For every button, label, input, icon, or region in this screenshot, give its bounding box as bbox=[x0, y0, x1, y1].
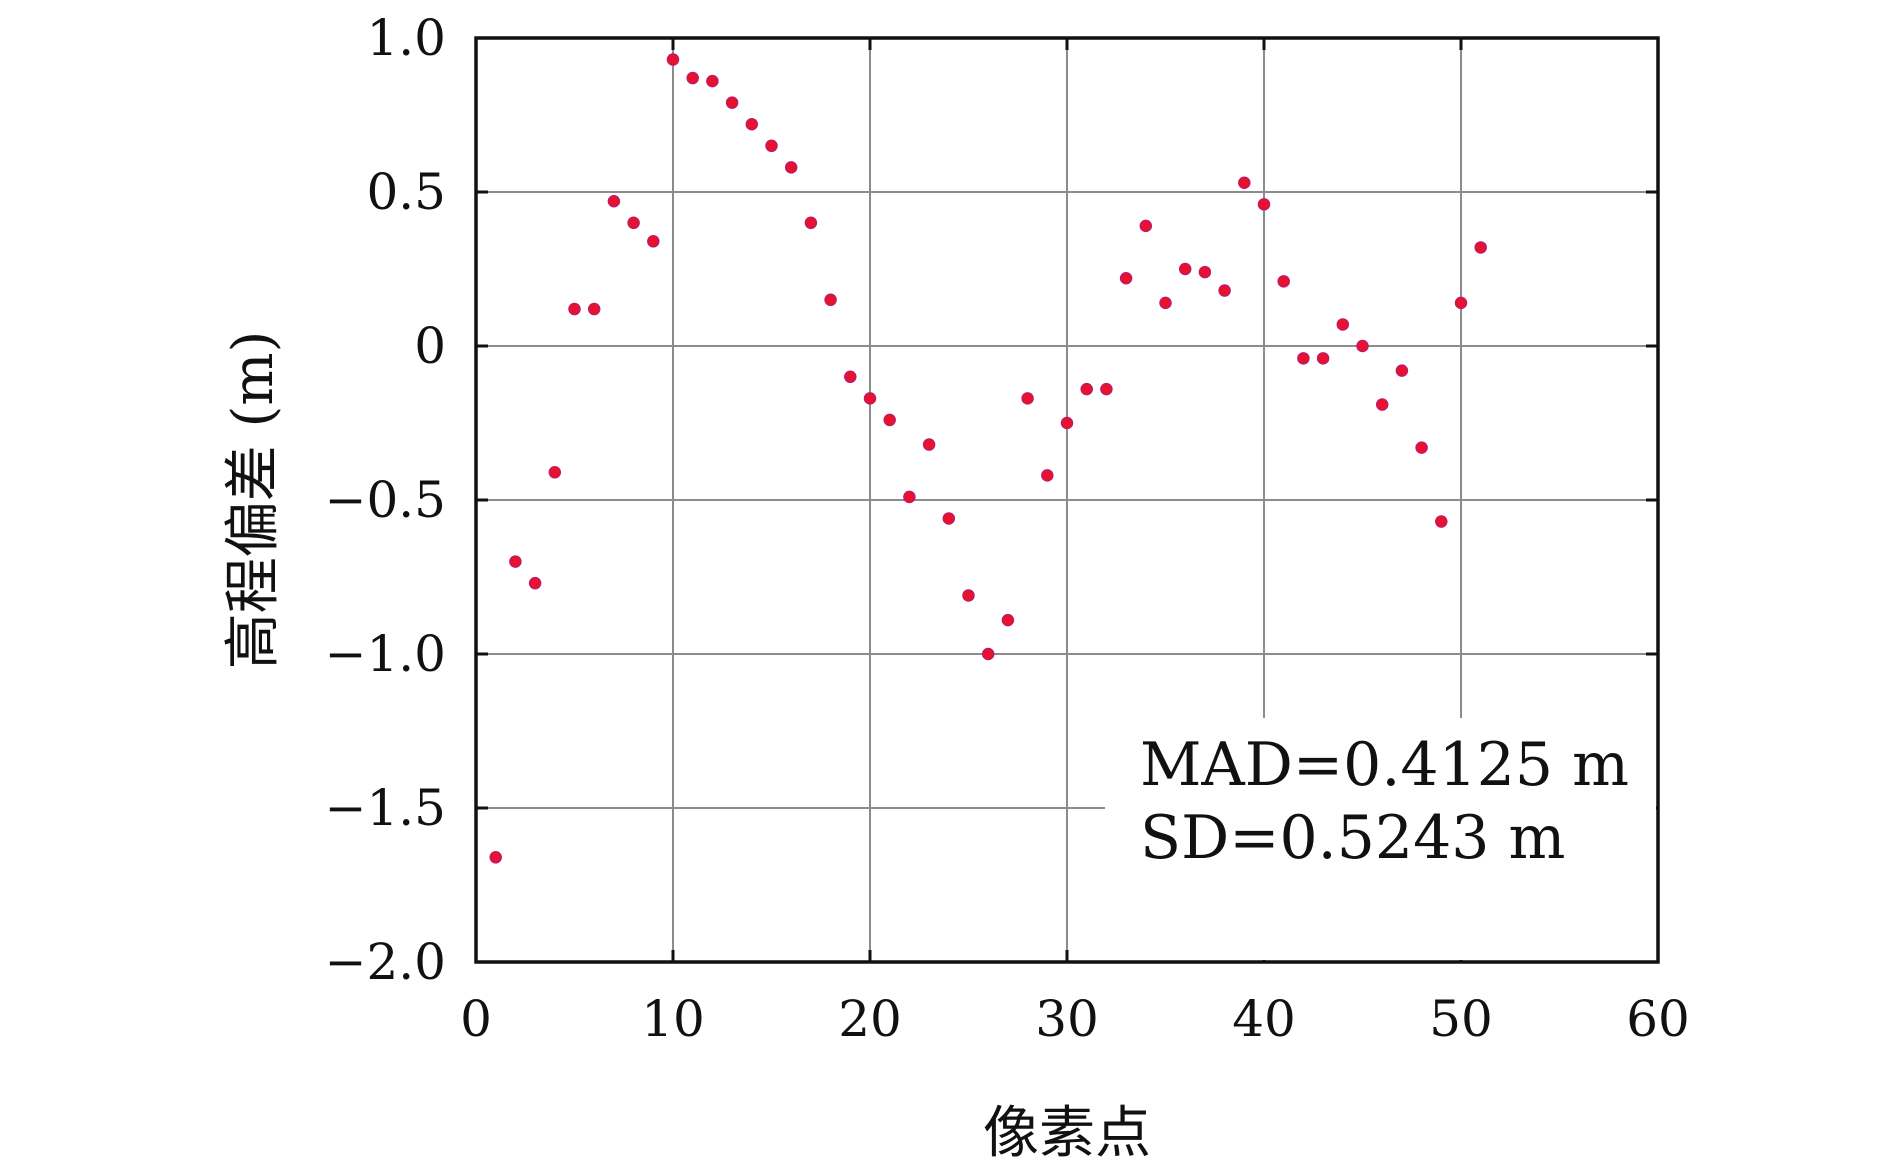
y-tick-label: −1.5 bbox=[325, 779, 446, 837]
y-tick-label: −2.0 bbox=[325, 933, 446, 991]
data-point bbox=[568, 302, 581, 316]
data-point bbox=[824, 293, 837, 307]
data-point bbox=[1395, 364, 1409, 377]
data-point bbox=[745, 117, 759, 131]
data-point bbox=[1435, 515, 1448, 528]
sd-annotation: SD=0.5243 m bbox=[1140, 803, 1565, 873]
data-point bbox=[1474, 241, 1487, 254]
x-tick-label: 40 bbox=[1232, 990, 1296, 1048]
data-point bbox=[922, 438, 936, 451]
y-tick-label: 0 bbox=[414, 317, 446, 375]
mad-annotation: MAD=0.4125 m bbox=[1140, 730, 1629, 800]
data-point bbox=[1178, 262, 1192, 276]
data-point bbox=[1159, 296, 1172, 310]
x-tick-label: 20 bbox=[838, 990, 902, 1048]
data-point bbox=[1375, 398, 1389, 411]
data-point bbox=[1119, 271, 1133, 285]
y-tick-label: 1.0 bbox=[366, 9, 446, 67]
data-points bbox=[489, 53, 1487, 864]
data-point bbox=[784, 161, 798, 174]
x-tick-labels: 0 10 20 30 40 50 60 bbox=[460, 990, 1690, 1048]
data-point bbox=[548, 466, 562, 479]
data-point bbox=[903, 490, 916, 504]
data-point bbox=[647, 235, 660, 248]
data-point bbox=[607, 194, 621, 208]
data-point bbox=[1316, 352, 1330, 365]
data-point bbox=[1080, 382, 1093, 396]
data-point bbox=[1356, 339, 1369, 353]
x-tick-label: 30 bbox=[1035, 990, 1099, 1048]
data-point bbox=[1041, 469, 1054, 482]
data-point bbox=[725, 96, 739, 109]
y-tick-label: −0.5 bbox=[325, 471, 446, 529]
data-point bbox=[962, 589, 975, 602]
data-point bbox=[1198, 265, 1212, 279]
x-tick-label: 50 bbox=[1429, 990, 1493, 1048]
x-tick-label: 0 bbox=[460, 990, 492, 1048]
x-tick-label: 60 bbox=[1626, 990, 1690, 1048]
data-point bbox=[489, 851, 502, 864]
data-point bbox=[1277, 275, 1290, 288]
data-point bbox=[1454, 296, 1468, 310]
x-tick-label: 10 bbox=[641, 990, 705, 1048]
y-tick-labels: 1.0 0.5 0 −0.5 −1.0 −1.5 −2.0 bbox=[325, 9, 446, 991]
data-point bbox=[1257, 198, 1271, 211]
data-point bbox=[1218, 284, 1231, 297]
y-axis-title: 高程偏差 (m) bbox=[221, 331, 286, 670]
data-point bbox=[942, 512, 956, 525]
data-point bbox=[1415, 441, 1428, 454]
data-point bbox=[883, 413, 896, 427]
data-point bbox=[863, 392, 877, 405]
data-point bbox=[509, 555, 522, 568]
data-point bbox=[627, 216, 640, 230]
data-point bbox=[1100, 382, 1113, 396]
data-point bbox=[1001, 613, 1015, 627]
data-point bbox=[1060, 416, 1074, 430]
data-point bbox=[1238, 176, 1251, 190]
data-point bbox=[587, 302, 601, 316]
data-point bbox=[844, 370, 857, 384]
x-axis-title: 像素点 bbox=[983, 1101, 1151, 1166]
data-point bbox=[666, 53, 680, 66]
data-point bbox=[528, 576, 542, 590]
axis-ticks bbox=[474, 36, 1660, 964]
data-point bbox=[1297, 352, 1310, 365]
stats-box-background bbox=[1105, 718, 1656, 960]
y-tick-label: −1.0 bbox=[325, 625, 446, 683]
data-point bbox=[1021, 392, 1034, 405]
data-point bbox=[706, 74, 719, 88]
data-point bbox=[1336, 318, 1350, 331]
data-point bbox=[981, 647, 995, 661]
data-point bbox=[686, 71, 699, 85]
y-tick-label: 0.5 bbox=[366, 163, 446, 221]
data-point bbox=[1139, 219, 1153, 233]
data-point bbox=[765, 139, 778, 153]
data-point bbox=[804, 216, 818, 230]
